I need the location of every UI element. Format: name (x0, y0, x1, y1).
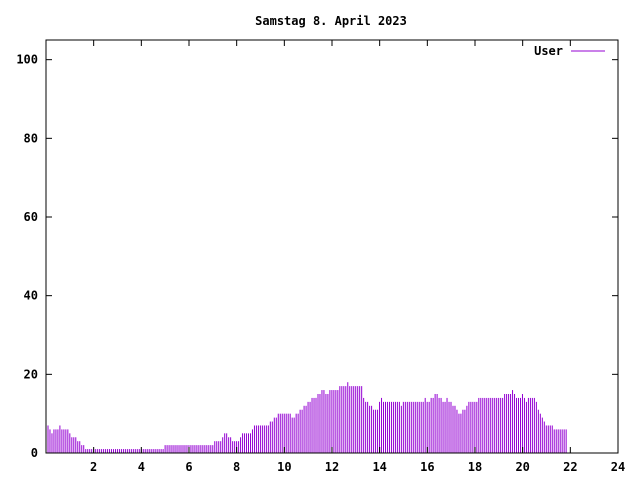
x-tick-label: 24 (611, 460, 625, 474)
bar-series-user (45, 382, 567, 453)
x-tick-label: 6 (185, 460, 192, 474)
y-tick-label: 80 (24, 131, 38, 145)
x-tick-label: 22 (563, 460, 577, 474)
y-tick-label: 40 (24, 289, 38, 303)
y-tick-label: 100 (16, 53, 38, 67)
y-tick-label: 0 (31, 446, 38, 460)
y-tick-label: 60 (24, 210, 38, 224)
chart-title: Samstag 8. April 2023 (255, 14, 407, 28)
x-tick-label: 12 (325, 460, 339, 474)
x-tick-label: 10 (277, 460, 291, 474)
legend: User (534, 44, 605, 58)
x-tick-label: 20 (515, 460, 529, 474)
x-tick-label: 18 (468, 460, 482, 474)
x-tick-label: 16 (420, 460, 434, 474)
x-tick-label: 2 (90, 460, 97, 474)
y-tick-label: 20 (24, 367, 38, 381)
x-tick-label: 8 (233, 460, 240, 474)
x-tick-label: 4 (138, 460, 145, 474)
legend-label-user: User (534, 44, 563, 58)
x-tick-label: 14 (372, 460, 386, 474)
